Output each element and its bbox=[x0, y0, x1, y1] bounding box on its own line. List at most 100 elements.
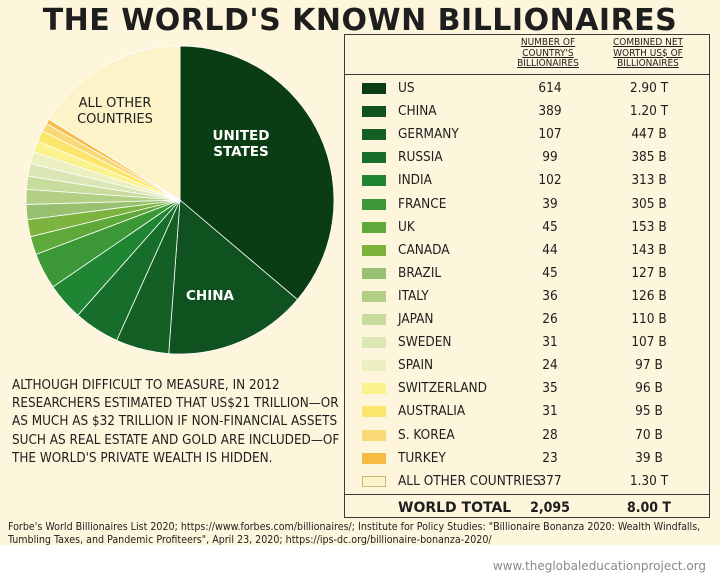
country-name: JAPAN bbox=[398, 311, 434, 327]
combined-net-worth: 1.30 T bbox=[629, 472, 669, 489]
billionaire-count: 26 bbox=[542, 311, 558, 327]
legend-swatch-germany bbox=[362, 129, 386, 141]
table-row-china: CHINA 389 1.20 T bbox=[356, 101, 706, 123]
combined-net-worth: 1.20 T bbox=[629, 103, 669, 120]
legend-swatch-japan bbox=[362, 314, 386, 325]
combined-net-worth: 153 B bbox=[631, 218, 667, 235]
billionaire-count: 45 bbox=[542, 264, 558, 281]
combined-net-worth: 126 B bbox=[631, 287, 667, 304]
hidden-wealth-note: ALTHOUGH DIFFICULT TO MEASURE, IN 2012 R… bbox=[12, 378, 340, 466]
combined-net-worth: 447 B bbox=[631, 126, 667, 143]
country-name: SPAIN bbox=[398, 357, 434, 374]
billionaire-count: 31 bbox=[542, 403, 558, 420]
legend-swatch-turkey bbox=[362, 452, 386, 464]
billionaire-count: 36 bbox=[542, 287, 558, 304]
country-name: BRAZIL bbox=[398, 264, 442, 281]
legend-swatch-us bbox=[362, 83, 386, 94]
pie-slice-all-other-countries bbox=[48, 45, 181, 201]
pie-chart bbox=[25, 45, 335, 355]
combined-net-worth: 110 B bbox=[631, 311, 667, 327]
table-row-us: US 614 2.90 T bbox=[356, 78, 706, 100]
legend-swatch-spain bbox=[362, 360, 386, 372]
combined-net-worth: 143 B bbox=[631, 241, 667, 258]
table-row-all-other-countries: ALL OTHER COUNTRIES 377 1.30 T bbox=[356, 471, 706, 493]
table-row-sweden: SWEDEN 31 107 B bbox=[356, 332, 706, 354]
world-total-label: WORLD TOTAL bbox=[398, 500, 512, 516]
billionaire-count: 23 bbox=[542, 449, 558, 466]
source-citation: Forbe's World Billionaires List 2020; ht… bbox=[8, 521, 701, 546]
country-name: FRANCE bbox=[398, 195, 447, 212]
billionaire-count: 31 bbox=[542, 334, 558, 351]
billionaire-count: 614 bbox=[538, 80, 562, 96]
combined-net-worth: 70 B bbox=[635, 426, 663, 443]
legend-swatch-france bbox=[362, 198, 386, 210]
country-name: AUSTRALIA bbox=[398, 403, 466, 420]
billionaire-count: 107 bbox=[538, 126, 562, 143]
table-row-japan: JAPAN 26 110 B bbox=[356, 309, 706, 331]
table-row-spain: SPAIN 24 97 B bbox=[356, 355, 706, 377]
country-name: US bbox=[398, 80, 415, 96]
billionaire-count: 45 bbox=[542, 218, 558, 235]
billionaire-count: 102 bbox=[538, 172, 562, 189]
combined-net-worth: 107 B bbox=[631, 334, 667, 351]
website-credit: www.theglobaleducationproject.org bbox=[492, 559, 706, 573]
legend-swatch-sweden bbox=[362, 337, 386, 349]
legend-swatch-india bbox=[362, 175, 386, 187]
pie-slice-china bbox=[168, 199, 299, 355]
billionaire-count: 389 bbox=[538, 103, 562, 120]
total-divider bbox=[344, 494, 710, 495]
country-name: INDIA bbox=[398, 172, 432, 189]
billionaire-count: 24 bbox=[542, 357, 558, 374]
country-name: SWEDEN bbox=[398, 334, 452, 351]
table-row-uk: UK 45 153 B bbox=[356, 217, 706, 239]
legend-swatch-canada bbox=[362, 244, 386, 256]
country-name: S. KOREA bbox=[398, 426, 455, 443]
world-total-count: 2,095 bbox=[530, 500, 570, 516]
combined-net-worth: 313 B bbox=[631, 172, 667, 189]
table-row-india: INDIA 102 313 B bbox=[356, 170, 706, 192]
combined-net-worth: 39 B bbox=[635, 449, 663, 466]
legend-swatch-brazil bbox=[362, 267, 386, 279]
world-total-worth: 8.00 T bbox=[626, 500, 672, 516]
table-row-turkey: TURKEY 23 39 B bbox=[356, 448, 706, 470]
table-row-russia: RUSSIA 99 385 B bbox=[356, 147, 706, 169]
legend-swatch-russia bbox=[362, 152, 386, 164]
pie-label-all-other-countries: ALL OTHER COUNTRIES bbox=[77, 96, 153, 127]
combined-net-worth: 95 B bbox=[635, 403, 663, 420]
billionaire-count: 99 bbox=[542, 149, 558, 166]
table-row-canada: CANADA 44 143 B bbox=[356, 240, 706, 262]
billionaire-count: 35 bbox=[542, 380, 558, 397]
pie-slice-us bbox=[179, 45, 335, 301]
pie-label-united-states: UNITED STATES bbox=[212, 128, 270, 160]
data-table bbox=[344, 34, 710, 518]
legend-swatch-uk bbox=[362, 221, 386, 233]
combined-net-worth: 97 B bbox=[635, 357, 663, 374]
billionaire-count: 28 bbox=[542, 426, 558, 443]
billionaire-count: 39 bbox=[542, 195, 558, 212]
legend-swatch-china bbox=[362, 106, 386, 118]
country-name: CHINA bbox=[398, 103, 437, 120]
combined-net-worth: 96 B bbox=[635, 380, 663, 397]
country-name: UK bbox=[398, 218, 415, 235]
country-name: ITALY bbox=[398, 287, 429, 304]
legend-swatch-s-korea bbox=[362, 429, 386, 441]
table-row-australia: AUSTRALIA 31 95 B bbox=[356, 401, 706, 423]
table-row-france: FRANCE 39 305 B bbox=[356, 194, 706, 216]
combined-net-worth: 305 B bbox=[631, 195, 667, 212]
table-row-brazil: BRAZIL 45 127 B bbox=[356, 263, 706, 285]
billionaire-count: 44 bbox=[542, 241, 558, 258]
header-divider bbox=[344, 74, 710, 75]
legend-swatch-all-other-countries bbox=[362, 475, 386, 487]
country-name: ALL OTHER COUNTRIES bbox=[398, 472, 541, 489]
combined-net-worth: 2.90 T bbox=[629, 80, 669, 96]
legend-swatch-switzerland bbox=[362, 383, 386, 395]
chart-title: THE WORLD'S KNOWN BILLIONAIRES bbox=[42, 3, 678, 38]
combined-net-worth: 385 B bbox=[631, 149, 667, 166]
table-row-switzerland: SWITZERLAND 35 96 B bbox=[356, 378, 706, 400]
combined-net-worth: 127 B bbox=[631, 264, 667, 281]
table-row-italy: ITALY 36 126 B bbox=[356, 286, 706, 308]
table-row-s-korea: S. KOREA 28 70 B bbox=[356, 425, 706, 447]
country-name: RUSSIA bbox=[398, 149, 443, 166]
billionaire-count: 377 bbox=[538, 472, 562, 489]
column-header-net-worth: COMBINED NET WORTH US$ OF BILLIONAIRES bbox=[612, 37, 684, 69]
